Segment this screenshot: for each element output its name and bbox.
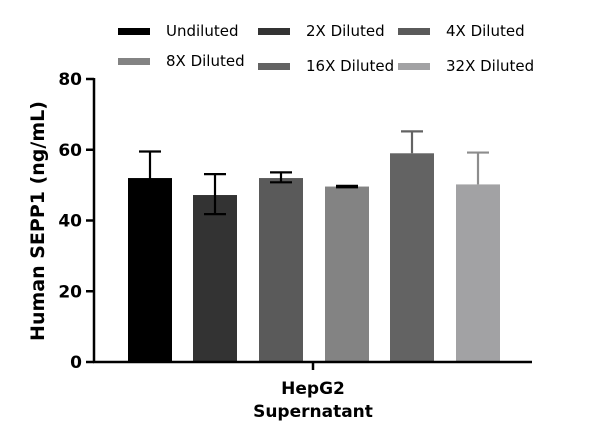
error-bars-group — [139, 130, 489, 216]
legend-swatch — [258, 63, 290, 70]
error-bar-8x-diluted — [336, 184, 358, 189]
y-tick-label: 80 — [58, 70, 82, 90]
legend-label: 2X Diluted — [306, 22, 385, 40]
y-axis-title: Human SEPP1 (ng/mL) — [27, 101, 49, 341]
error-bar-16x-diluted — [401, 130, 423, 154]
bar-2x-diluted — [193, 195, 237, 362]
y-tick-label: 0 — [70, 353, 82, 373]
legend-label: 8X Diluted — [166, 52, 245, 70]
y-tick-label: 60 — [58, 141, 82, 161]
legend-label: 32X Diluted — [446, 57, 534, 75]
category-label-line-2: Supernatant — [253, 402, 373, 422]
bar-32x-diluted — [456, 184, 500, 362]
error-bar-32x-diluted — [467, 151, 489, 185]
legend-swatch — [398, 63, 430, 70]
legend-swatch — [118, 28, 150, 35]
legend-swatch — [118, 58, 150, 65]
legend-label: 16X Diluted — [306, 57, 394, 75]
y-tick-label: 20 — [58, 282, 82, 302]
legend-label: Undiluted — [166, 22, 238, 40]
error-bar-undiluted — [139, 150, 161, 204]
bars-group — [128, 153, 500, 362]
bar-undiluted — [128, 178, 172, 362]
y-ticks: 0 20 40 60 80 — [58, 70, 94, 373]
legend: Undiluted 2X Diluted 4X Diluted 8X Diluted 1… — [118, 22, 534, 75]
legend-swatch — [398, 28, 430, 35]
bar-8x-diluted — [325, 186, 369, 362]
legend-label: 4X Diluted — [446, 22, 525, 40]
bar-4x-diluted — [259, 178, 303, 362]
category-label-line-1: HepG2 — [281, 379, 345, 399]
error-bar-4x-diluted — [270, 171, 292, 184]
error-bar-2x-diluted — [204, 173, 226, 216]
y-tick-label: 40 — [58, 212, 82, 232]
legend-swatch — [258, 28, 290, 35]
bar-16x-diluted — [390, 153, 434, 362]
